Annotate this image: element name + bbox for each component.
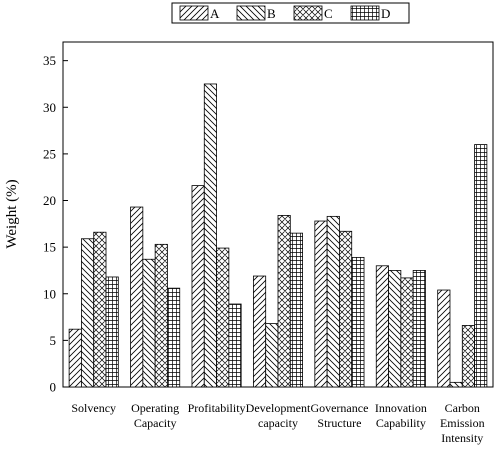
y-tick-label: 0	[50, 380, 57, 395]
bar-A-1	[130, 206, 144, 388]
x-tick-label: Emission	[440, 416, 485, 430]
x-tick-label: Development	[246, 401, 311, 415]
bar-B-0	[81, 238, 95, 388]
legend: A B C D	[171, 2, 410, 24]
bars	[68, 83, 488, 388]
bar-A-3	[252, 275, 267, 388]
y-tick-label: 25	[43, 146, 56, 161]
legend-swatch-B	[236, 5, 266, 21]
y-tick-label: 30	[43, 100, 56, 115]
bar-B-5	[388, 270, 402, 388]
bar-D-6	[474, 144, 488, 388]
bar-C-5	[400, 277, 414, 388]
x-tick-label: Structure	[317, 416, 361, 430]
x-tick-label: Profitability	[188, 401, 246, 415]
bar-B-6	[449, 381, 463, 388]
legend-swatch-C	[293, 5, 323, 21]
legend-label-D: D	[381, 6, 390, 21]
legend-swatch-D	[350, 5, 380, 21]
x-tick-label: Operating	[131, 401, 179, 415]
bar-D-0	[105, 276, 119, 388]
bar-D-1	[167, 287, 181, 388]
bar-B-1	[142, 258, 156, 388]
x-tick-label: Capability	[376, 416, 426, 430]
y-tick-label: 5	[50, 333, 57, 348]
y-tick-label: 15	[43, 240, 56, 255]
bar-A-2	[191, 185, 205, 388]
bar-D-3	[289, 232, 303, 388]
y-tick-label: 20	[43, 193, 56, 208]
bar-C-3	[277, 215, 291, 388]
y-axis-label: Weight (%)	[4, 179, 20, 248]
x-tick-label: Capacity	[134, 416, 177, 430]
x-tick-label: Intensity	[441, 431, 483, 445]
x-tick-label: Innovation	[375, 401, 427, 415]
x-tick-label: Solvency	[71, 401, 116, 415]
bar-A-6	[437, 289, 451, 388]
bar-D-4	[351, 256, 365, 388]
bar-B-4	[326, 215, 340, 388]
y-tick-label: 10	[43, 286, 56, 301]
plot-area: 0 5 10 15 20 25 30 35 Solvency OperatingCapacity…	[43, 41, 494, 445]
bar-C-0	[93, 231, 107, 388]
bar-A-4	[314, 220, 328, 388]
x-tick-label: Carbon	[445, 401, 480, 415]
x-tick-label: Governance	[310, 401, 368, 415]
bar-C-6	[461, 325, 475, 388]
legend-label-A: A	[210, 6, 220, 21]
bar-B-3	[265, 323, 279, 388]
bar-A-0	[68, 328, 82, 388]
bar-C-4	[339, 230, 353, 388]
legend-box	[171, 2, 410, 24]
y-tick-label: 35	[43, 53, 56, 68]
bar-D-5	[412, 270, 426, 388]
bar-A-5	[375, 265, 389, 388]
legend-swatch-A	[179, 5, 209, 21]
y-axis: 0 5 10 15 20 25 30 35	[43, 53, 68, 395]
bar-B-2	[203, 83, 217, 388]
legend-label-C: C	[324, 6, 333, 21]
bar-D-2	[228, 303, 242, 388]
bar-C-1	[154, 243, 168, 388]
bar-C-2	[216, 247, 230, 388]
x-tick-label: capacity	[258, 416, 298, 430]
legend-label-B: B	[267, 6, 276, 21]
